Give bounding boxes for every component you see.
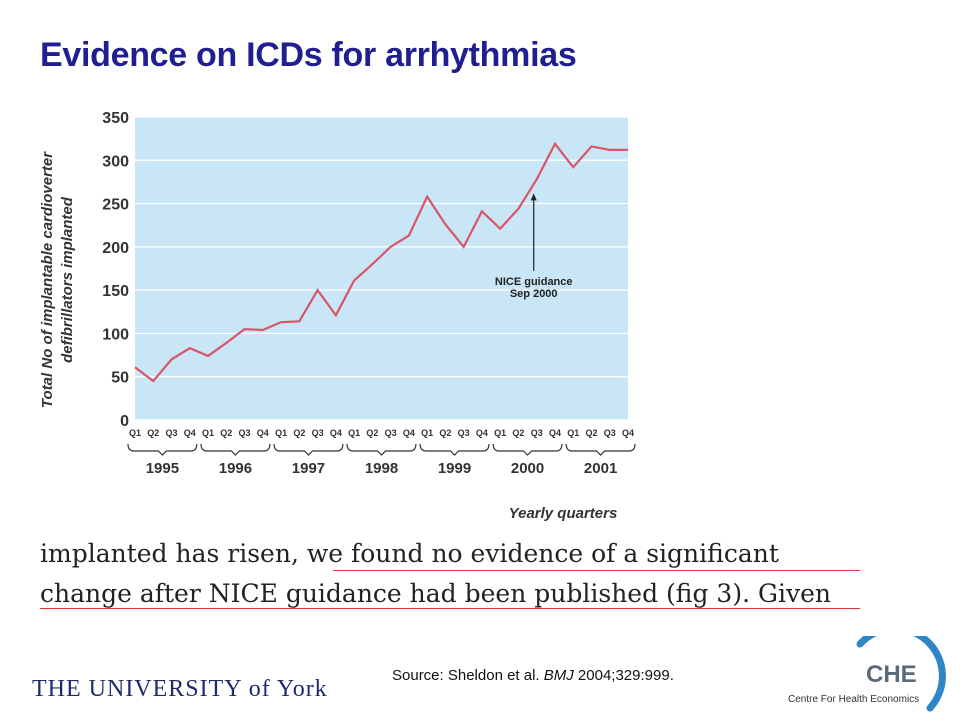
x-tick-label: Q4 (403, 428, 415, 438)
annotation-line1: NICE guidance (495, 276, 573, 288)
che-logo: CHE Centre For Health Economics (788, 636, 946, 712)
year-label: 1997 (292, 460, 325, 477)
article-excerpt: implanted has risen, we found no evidenc… (40, 534, 870, 614)
y-tick-labels: 0 50 100 150 200 250 300 350 (102, 110, 129, 430)
y-axis-label: Total No of implantable cardioverter def… (39, 151, 76, 408)
y-tick-label: 150 (102, 283, 129, 300)
x-tick-label: Q1 (275, 428, 287, 438)
excerpt-line-1-start: implanted has risen, (40, 539, 307, 568)
highlight-underline-1 (333, 570, 860, 571)
year-label: 2001 (584, 460, 617, 477)
x-tick-label: Q2 (147, 428, 159, 438)
x-tick-label: Q4 (184, 428, 196, 438)
x-tick-label: Q4 (622, 428, 634, 438)
x-tick-label: Q1 (567, 428, 579, 438)
year-bracket (127, 443, 198, 456)
y-tick-label: 350 (102, 110, 129, 127)
slide-title: Evidence on ICDs for arrhythmias (40, 36, 577, 74)
year-label: 1999 (438, 460, 471, 477)
x-tick-label: Q2 (366, 428, 378, 438)
year-bracket (565, 443, 636, 456)
x-tick-label: Q2 (293, 428, 305, 438)
excerpt-line-1: implanted has risen, we found no evidenc… (40, 534, 870, 574)
y-tick-label: 50 (111, 370, 129, 387)
y-axis-label-line2: defibrillators implanted (59, 196, 76, 363)
gridlines (135, 116, 628, 421)
series-line (134, 141, 628, 383)
x-tick-label: Q2 (439, 428, 451, 438)
source-suffix: 2004;329:999. (573, 667, 674, 684)
y-axis-label-line1: Total No of implantable cardioverter (39, 151, 56, 408)
che-logo-mark: CHE (866, 661, 917, 688)
y-tick-label: 0 (120, 413, 129, 430)
y-tick-label: 250 (102, 197, 129, 214)
chart: Total No of implantable cardioverter def… (39, 110, 636, 522)
che-logo-arc-icon (856, 636, 946, 712)
x-tick-label: Q2 (220, 428, 232, 438)
x-tick-label: Q3 (239, 428, 251, 438)
x-tick-label: Q1 (421, 428, 433, 438)
x-tick-label: Q1 (202, 428, 214, 438)
x-tick-label: Q1 (348, 428, 360, 438)
year-bracket (419, 443, 490, 456)
annotation-arrowhead (530, 193, 537, 201)
highlight-underline-2 (40, 608, 860, 609)
x-tick-label: Q3 (458, 428, 470, 438)
x-tick-labels: Q1 Q2 Q3 Q4 Q1 Q2 Q3 Q4 Q1 Q2 Q3 Q4 Q1 Q2 Q3 Q4 Q1 Q2 Q3 Q4… (129, 428, 634, 438)
annotation-line2: Sep 2000 (510, 288, 558, 300)
x-tick-label: Q3 (604, 428, 616, 438)
plot-area (135, 117, 628, 420)
year-bracket (492, 443, 563, 456)
nice-guidance-annotation: NICE guidance Sep 2000 (495, 193, 573, 300)
x-tick-label: Q2 (512, 428, 524, 438)
x-tick-label: Q3 (312, 428, 324, 438)
x-tick-label: Q4 (257, 428, 269, 438)
year-labels: 1995 1996 1997 1998 1999 2000 2001 (127, 443, 636, 477)
y-tick-label: 200 (102, 240, 129, 257)
x-tick-label: Q4 (330, 428, 342, 438)
y-tick-label: 100 (102, 326, 129, 343)
year-bracket (273, 443, 344, 456)
excerpt-line-1-highlight: we found no evidence of a significant (306, 539, 779, 568)
year-label: 1998 (365, 460, 398, 477)
x-tick-label: Q3 (531, 428, 543, 438)
x-tick-label: Q4 (476, 428, 488, 438)
source-citation: Source: Sheldon et al. BMJ 2004;329:999. (392, 667, 674, 684)
year-label: 1996 (219, 460, 252, 477)
x-tick-label: Q4 (549, 428, 561, 438)
x-tick-label: Q3 (166, 428, 178, 438)
source-journal: BMJ (543, 667, 574, 684)
x-tick-label: Q1 (494, 428, 506, 438)
university-of-york-logo: THE UNIVERSITY of York (32, 676, 328, 702)
x-tick-label: Q3 (385, 428, 397, 438)
x-tick-label: Q2 (585, 428, 597, 438)
year-label: 2000 (511, 460, 544, 477)
year-label: 1995 (146, 460, 179, 477)
year-bracket (200, 443, 271, 456)
year-bracket (346, 443, 417, 456)
source-prefix: Source: Sheldon et al. (392, 667, 544, 684)
x-tick-label: Q1 (129, 428, 141, 438)
x-axis-label: Yearly quarters (509, 505, 618, 522)
che-logo-text: Centre For Health Economics (788, 694, 919, 705)
excerpt-line-2: change after NICE guidance had been publ… (40, 579, 831, 608)
y-tick-label: 300 (102, 153, 129, 170)
